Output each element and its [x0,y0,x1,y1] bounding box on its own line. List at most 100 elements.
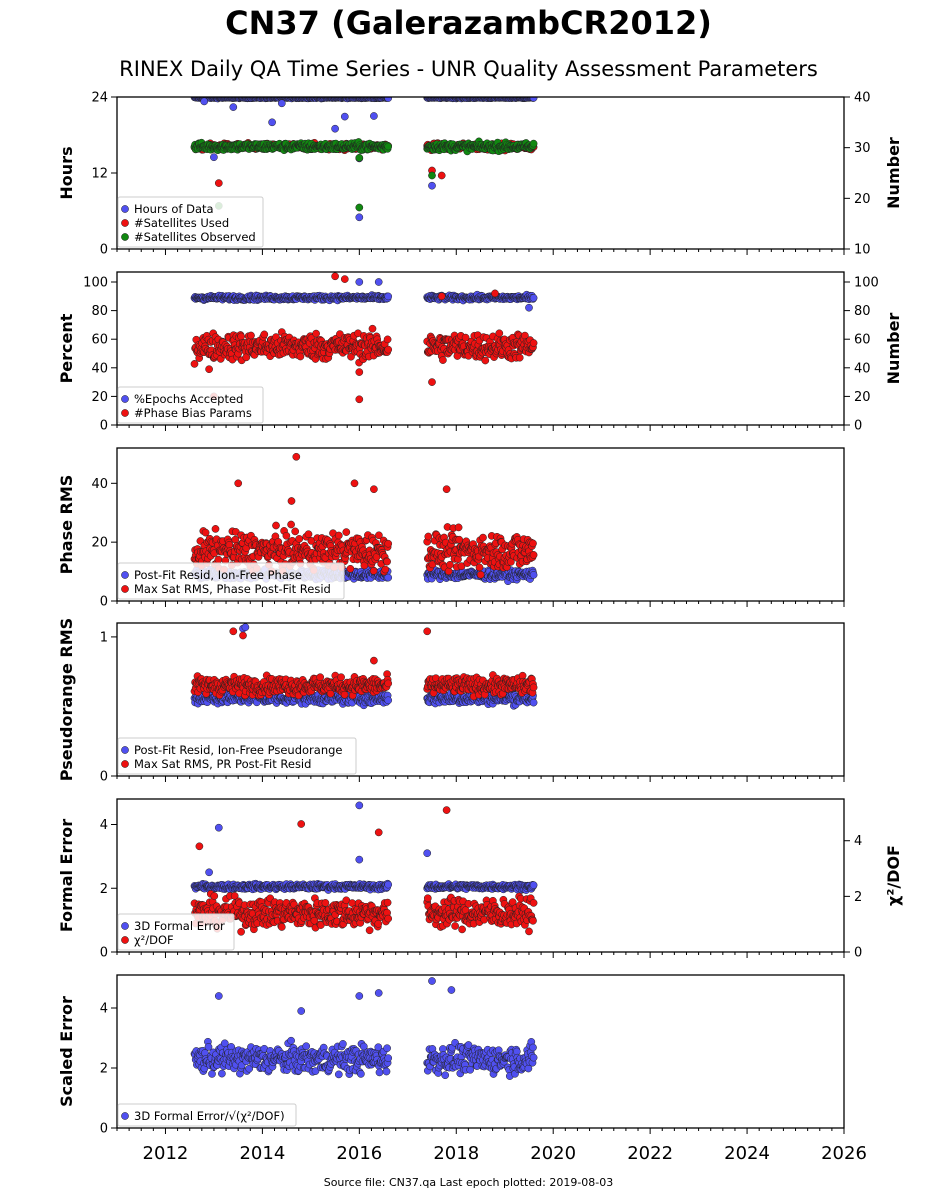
data-point [304,530,313,539]
legend: Post-Fit Resid, Ion-Free PseudorangeMax … [117,737,357,775]
y-axis-label: Phase RMS [57,475,76,575]
data-point [295,535,304,543]
data-point [384,292,393,301]
chart-title: CN37 (GalerazambCR2012) [225,4,712,42]
y-tick-label: 1 [100,630,108,645]
legend-marker [121,746,129,754]
series-1-3 [190,137,538,212]
data-point [316,673,325,682]
data-point [346,564,355,573]
data-point [369,567,378,575]
data-point [384,142,393,151]
data-point [229,627,238,636]
data-point [491,289,499,298]
data-point [370,656,378,665]
legend-label: #Phase Bias Params [134,406,252,420]
data-point [515,353,524,362]
data-point [312,329,320,338]
legend-marker [121,585,129,593]
data-point [383,335,392,344]
y-tick-label: 60 [91,333,108,348]
data-point [355,153,364,162]
y-tick-label: 0 [100,419,108,434]
legend: %Epochs Accepted#Phase Bias Params [117,386,264,424]
data-point [241,623,250,632]
data-point [287,497,296,505]
series-5-1 [190,801,538,894]
data-point [428,378,436,386]
data-point [428,171,436,180]
series-3-2 [190,452,538,579]
y-tick-label: 0 [100,243,108,258]
series-4-2 [190,627,538,701]
legend-label: Hours of Data [134,202,214,216]
data-point [337,673,345,682]
data-point [331,272,339,281]
y-tick-label: 0 [100,770,108,785]
legend-label: Max Sat RMS, PR Post-Fit Resid [134,757,311,771]
data-point [454,523,463,532]
data-point [340,690,349,699]
y-right-tick-label: 40 [854,91,871,106]
y-right-tick-label: 60 [854,333,871,348]
y-axis-label-right: Number [884,137,903,209]
data-point [211,525,220,533]
data-point [239,631,247,640]
y-right-tick-label: 10 [854,243,871,258]
data-point [268,118,276,127]
y-tick-label: 100 [83,276,108,291]
y-axis-label: Hours [57,146,76,199]
panel-5-points [190,801,538,936]
legend-marker [121,409,129,417]
data-point [334,531,343,540]
legend: Hours of Data#Satellites Used#Satellites… [117,196,264,248]
data-point [296,352,305,361]
data-point [326,689,335,698]
series-2-2 [190,272,538,404]
data-point [355,278,364,286]
data-point [444,567,453,576]
data-point [529,294,538,302]
y-right-tick-label: 20 [854,192,871,207]
data-point [529,339,538,347]
y-axis-label: Percent [57,313,76,383]
data-point [424,532,433,541]
data-point [529,551,538,559]
data-point [381,565,390,574]
data-point [291,527,300,536]
legend-marker [121,760,129,768]
data-point [347,352,355,361]
chart-subtitle: RINEX Daily QA Time Series - UNR Quality… [119,57,818,81]
data-point [384,679,393,688]
data-point [287,520,295,529]
data-point [260,330,269,339]
data-point [200,97,209,106]
data-point [439,356,447,364]
y-axis-label-right: Number [884,313,903,385]
series-2-1 [190,278,538,312]
y-tick-label: 12 [91,167,108,182]
data-point [529,139,538,148]
data-point [374,278,383,286]
data-point [355,368,364,376]
data-point [247,331,255,340]
data-point [205,365,213,374]
legend-marker [121,395,129,403]
data-point [190,360,199,368]
data-point [529,571,538,579]
data-point [272,521,280,530]
y-right-tick-label: 80 [854,304,871,319]
data-point [370,485,378,494]
data-point [529,97,538,102]
data-point [370,112,378,120]
data-point [331,124,339,133]
data-point [355,203,364,212]
data-point [437,292,446,301]
data-point [342,528,351,536]
